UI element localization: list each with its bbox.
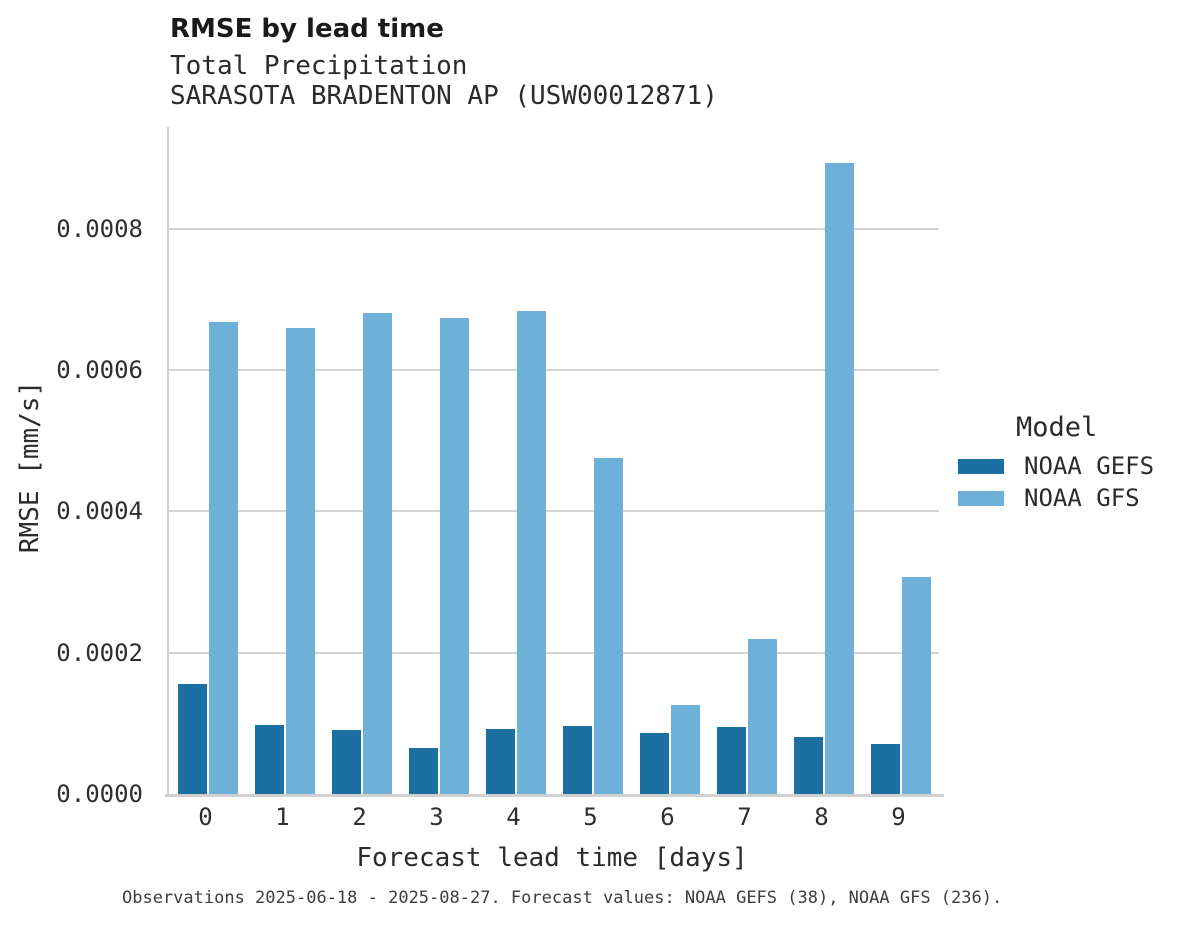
y-tick-label: 0.0002: [56, 638, 143, 667]
bar-noaa-gfs-day-3: [439, 317, 469, 794]
bar-noaa-gfs-day-5: [593, 457, 623, 794]
bar-noaa-gfs-day-2: [362, 312, 392, 794]
plot-area: [167, 127, 939, 794]
legend-swatch-noaa-gefs: [958, 458, 1004, 474]
chart-subtitle-station: SARASOTA BRADENTON AP (USW00012871): [170, 81, 718, 111]
y-tick-label: 0.0000: [56, 780, 143, 808]
y-tick-label: 0.0004: [56, 497, 143, 526]
y-tick-label: 0.0008: [56, 214, 143, 243]
bar-noaa-gfs-day-9: [901, 577, 931, 794]
x-axis-label: Forecast lead time [days]: [356, 843, 748, 873]
legend-swatch-noaa-gfs: [958, 490, 1004, 506]
chart-subtitle-variable: Total Precipitation: [170, 51, 468, 81]
bar-noaa-gfs-day-4: [516, 311, 546, 794]
x-tick-label-0: 0: [198, 803, 213, 831]
legend-item-noaa-gefs: NOAA GEFS: [958, 451, 1154, 481]
legend: Model NOAA GEFS NOAA GFS: [958, 412, 1154, 513]
legend-item-noaa-gfs: NOAA GFS: [958, 483, 1154, 513]
x-axis-line: [165, 794, 944, 797]
x-tick-label-7: 7: [737, 803, 752, 831]
x-tick-label-1: 1: [275, 803, 290, 831]
x-tick-label-8: 8: [814, 803, 829, 831]
x-tick-label-9: 9: [891, 803, 906, 831]
bar-noaa-gefs-day-7: [716, 726, 746, 794]
x-tick-label-3: 3: [429, 803, 444, 831]
bar-noaa-gefs-day-2: [331, 730, 361, 794]
x-tick-label-6: 6: [660, 803, 675, 831]
y-axis-label: RMSE [mm/s]: [15, 380, 45, 554]
bar-noaa-gfs-day-8: [824, 163, 854, 794]
chart-caption: Observations 2025-06-18 - 2025-08-27. Fo…: [122, 888, 1003, 908]
bar-noaa-gefs-day-0: [177, 684, 207, 794]
bar-noaa-gefs-day-9: [870, 743, 900, 794]
x-tick-label-4: 4: [506, 803, 521, 831]
bar-noaa-gefs-day-6: [639, 732, 669, 794]
gridline-y-0.0004: [169, 510, 939, 513]
bar-noaa-gfs-day-7: [747, 639, 777, 794]
gridline-y-0.0002: [169, 651, 939, 654]
x-tick-label-2: 2: [352, 803, 367, 831]
y-tick-label: 0.0006: [56, 356, 143, 385]
bar-noaa-gefs-day-1: [254, 725, 284, 794]
bar-noaa-gfs-day-6: [670, 704, 700, 794]
bar-noaa-gefs-day-3: [408, 748, 438, 794]
legend-label: NOAA GEFS: [1024, 452, 1155, 480]
gridline-y-0.0008: [169, 227, 939, 230]
bar-noaa-gefs-day-4: [485, 729, 515, 794]
legend-label: NOAA GFS: [1024, 484, 1140, 512]
bar-noaa-gfs-day-1: [285, 328, 315, 794]
bar-noaa-gfs-day-0: [208, 322, 238, 794]
gridline-y-0.0006: [169, 369, 939, 372]
bar-noaa-gefs-day-8: [793, 736, 823, 794]
chart-title: RMSE by lead time: [170, 14, 444, 44]
legend-title: Model: [1016, 412, 1098, 443]
bar-noaa-gefs-day-5: [562, 726, 592, 794]
x-tick-label-5: 5: [583, 803, 598, 831]
